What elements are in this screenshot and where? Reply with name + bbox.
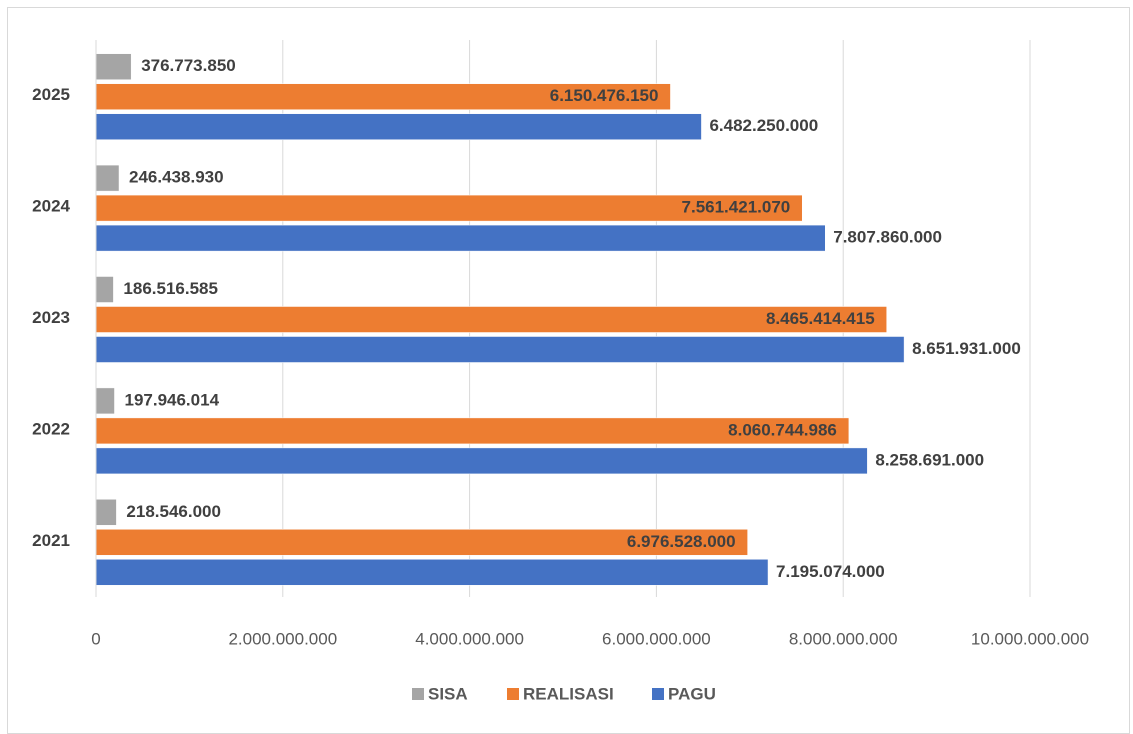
data-label: 8.651.931.000 [912, 339, 1021, 358]
x-tick-label: 8.000.000.000 [789, 629, 898, 648]
bar [95, 387, 115, 415]
data-label: 376.773.850 [141, 56, 236, 75]
bar [95, 306, 887, 333]
y-tick-label: 2024 [32, 197, 70, 216]
data-label: 7.807.860.000 [833, 228, 942, 247]
data-label: 6.150.476.150 [550, 86, 659, 105]
bar [95, 447, 868, 475]
legend-swatch [412, 688, 424, 700]
bar [95, 164, 120, 192]
bar [95, 336, 905, 363]
bar [95, 559, 769, 586]
data-label: 8.060.744.986 [728, 420, 837, 439]
legend-label: REALISASI [523, 684, 614, 703]
bar [95, 224, 826, 252]
data-label: 186.516.585 [123, 279, 218, 298]
data-label: 6.482.250.000 [709, 116, 818, 135]
x-tick-label: 10.000.000.000 [971, 629, 1089, 648]
data-label: 218.546.000 [126, 502, 221, 521]
bar [95, 194, 803, 222]
data-label: 8.465.414.415 [766, 309, 875, 328]
data-label: 7.195.074.000 [776, 562, 885, 581]
y-tick-label: 2023 [32, 308, 70, 327]
legend-swatch [507, 688, 519, 700]
data-label: 6.976.528.000 [627, 532, 736, 551]
bar [95, 113, 702, 140]
bar [95, 53, 132, 80]
x-tick-label: 0 [91, 629, 100, 648]
y-tick-label: 2022 [32, 419, 70, 438]
data-label: 8.258.691.000 [875, 450, 984, 469]
bar [95, 417, 850, 445]
x-tick-label: 4.000.000.000 [415, 629, 524, 648]
legend-label: PAGU [668, 684, 716, 703]
data-label: 7.561.421.070 [682, 198, 791, 217]
x-tick-label: 6.000.000.000 [602, 629, 711, 648]
y-tick-label: 2025 [32, 85, 70, 104]
data-label: 197.946.014 [124, 390, 219, 409]
bar [95, 276, 114, 303]
x-tick-label: 2.000.000.000 [228, 629, 337, 648]
legend-swatch [652, 688, 664, 700]
bar [95, 83, 671, 110]
legend-label: SISA [428, 684, 468, 703]
bar [95, 499, 117, 526]
y-tick-label: 2021 [32, 531, 70, 550]
data-label: 246.438.930 [129, 168, 224, 187]
